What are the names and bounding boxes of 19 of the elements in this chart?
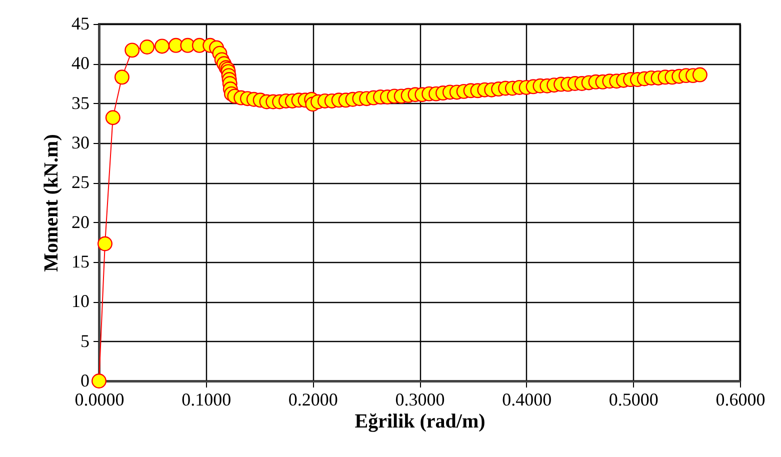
- x-axis-title: Eğrilik (rad/m): [354, 410, 486, 432]
- y-tick-label: 0: [80, 370, 90, 390]
- y-tick-label: 5: [80, 330, 90, 351]
- y-tick-label: 35: [72, 92, 90, 113]
- x-tick-label: 0.1000: [182, 390, 232, 410]
- x-tick-label: 0.4000: [502, 390, 552, 410]
- x-tick-label: 0.6000: [716, 390, 766, 410]
- y-tick-label: 45: [72, 14, 90, 34]
- x-tick-label: 0.3000: [395, 390, 445, 410]
- x-tick-label: 0.5000: [608, 390, 658, 410]
- x-tick-label: 0.2000: [288, 390, 338, 410]
- y-tick-label: 20: [72, 212, 90, 232]
- y-tick-label: 10: [72, 291, 90, 312]
- x-tick-label: 0.0000: [74, 390, 124, 410]
- y-tick-label: 40: [72, 53, 90, 74]
- y-tick-label: 25: [72, 172, 90, 192]
- y-tick-label: 15: [72, 252, 90, 272]
- y-tick-label: 30: [72, 132, 90, 152]
- y-axis-title: Moment (kN.m): [40, 134, 62, 272]
